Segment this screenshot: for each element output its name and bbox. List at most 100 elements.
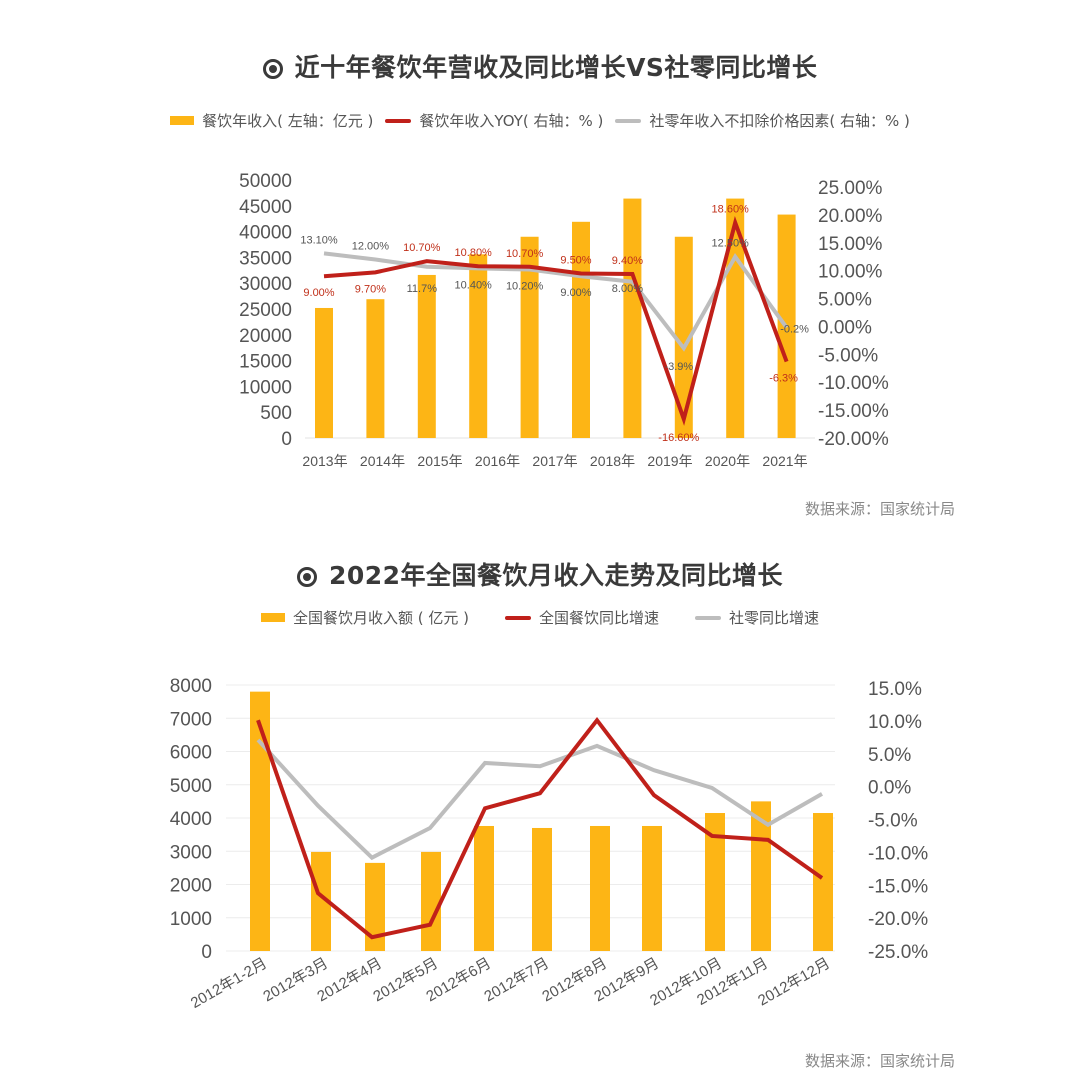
svg-text:2015年: 2015年 — [417, 453, 462, 469]
svg-text:2017年: 2017年 — [532, 453, 577, 469]
svg-text:12.00%: 12.00% — [352, 241, 390, 253]
legend-item: 社零年收入不扣除价格因素( 右轴：% ) — [615, 110, 910, 131]
svg-text:18.60%: 18.60% — [712, 204, 750, 216]
chart1-title-text: 近十年餐饮年营收及同比增长VS社零同比增长 — [294, 53, 818, 82]
svg-text:11.7%: 11.7% — [407, 283, 438, 295]
legend-label: 全国餐饮同比增速 — [538, 609, 659, 627]
svg-text:12.50%: 12.50% — [712, 238, 750, 250]
svg-text:-5.0%: -5.0% — [868, 811, 918, 832]
svg-text:2012年7月: 2012年7月 — [481, 955, 552, 1006]
svg-text:8000: 8000 — [170, 676, 212, 697]
svg-text:10.40%: 10.40% — [455, 279, 493, 291]
legend-line-swatch — [615, 118, 642, 123]
svg-text:2013年: 2013年 — [302, 453, 347, 469]
svg-text:-6.3%: -6.3% — [769, 373, 798, 385]
chart1-legend: 餐饮年收入( 左轴：亿元 ) 餐饮年收入YOY( 右轴：% ) 社零年收入不扣除价格… — [0, 110, 1080, 131]
svg-text:10000: 10000 — [239, 377, 292, 398]
svg-text:-10.0%: -10.0% — [868, 843, 928, 864]
svg-text:10.20%: 10.20% — [506, 281, 544, 293]
svg-text:0.0%: 0.0% — [868, 778, 911, 799]
legend-label: 餐饮年收入( 左轴：亿元 ) — [202, 112, 374, 130]
svg-text:25.00%: 25.00% — [818, 178, 883, 199]
legend-line-swatch — [695, 615, 721, 620]
svg-text:9.00%: 9.00% — [560, 287, 591, 299]
svg-text:1000: 1000 — [170, 909, 212, 930]
svg-text:9.40%: 9.40% — [612, 255, 643, 267]
svg-text:8.00%: 8.00% — [612, 283, 643, 295]
legend-item: 餐饮年收入( 左轴：亿元 ) — [170, 110, 373, 131]
svg-text:-15.0%: -15.0% — [868, 876, 928, 897]
svg-text:6000: 6000 — [170, 743, 212, 764]
legend-label: 社零年收入不扣除价格因素( 右轴：% ) — [649, 112, 910, 130]
svg-text:5.00%: 5.00% — [818, 290, 872, 311]
target-bullet-icon — [262, 59, 283, 79]
svg-text:7000: 7000 — [170, 709, 212, 730]
legend-item: 社零同比增速 — [695, 607, 819, 628]
svg-text:-20.00%: -20.00% — [818, 429, 889, 450]
svg-text:20000: 20000 — [239, 326, 292, 347]
svg-text:10.00%: 10.00% — [818, 262, 883, 283]
svg-text:4000: 4000 — [170, 809, 212, 830]
legend-bar-swatch — [260, 613, 285, 622]
svg-text:9.50%: 9.50% — [560, 254, 591, 266]
svg-text:-20.0%: -20.0% — [868, 909, 928, 930]
svg-text:10.70%: 10.70% — [506, 248, 544, 260]
svg-text:2012年1-2月: 2012年1-2月 — [188, 955, 270, 1012]
svg-text:-10.00%: -10.00% — [818, 373, 889, 394]
svg-text:40000: 40000 — [239, 223, 292, 244]
legend-bar-swatch — [170, 116, 195, 125]
svg-text:-25.0%: -25.0% — [868, 942, 928, 963]
chart1-plot: 50000 45000 40000 35000 30000 25000 20000 15000… — [239, 171, 889, 469]
svg-text:-15.00%: -15.00% — [818, 401, 889, 422]
svg-text:5000: 5000 — [170, 776, 212, 797]
svg-text:-5.00%: -5.00% — [818, 345, 878, 366]
svg-text:2020年: 2020年 — [705, 453, 750, 469]
svg-text:2014年: 2014年 — [360, 453, 405, 469]
legend-item: 全国餐饮同比增速 — [504, 607, 659, 628]
svg-text:15.00%: 15.00% — [818, 234, 883, 255]
chart2-plot: 8000 7000 6000 5000 4000 3000 2000 1000 0 15.0% 10… — [170, 676, 929, 1012]
svg-text:45000: 45000 — [239, 197, 292, 218]
svg-text:10.70%: 10.70% — [403, 242, 441, 254]
svg-text:-0.2%: -0.2% — [780, 324, 809, 336]
legend-label: 餐饮年收入YOY( 右轴：% ) — [419, 112, 604, 130]
svg-text:9.70%: 9.70% — [355, 283, 386, 295]
svg-text:-3.9%: -3.9% — [664, 361, 693, 373]
svg-text:15.0%: 15.0% — [868, 679, 922, 700]
svg-text:2016年: 2016年 — [475, 453, 520, 469]
chart2-source: 数据来源：国家统计局 — [805, 1052, 956, 1070]
svg-text:0.00%: 0.00% — [818, 317, 872, 338]
svg-text:15000: 15000 — [239, 352, 292, 373]
svg-text:10.80%: 10.80% — [455, 247, 493, 259]
svg-text:2019年: 2019年 — [647, 453, 692, 469]
svg-text:35000: 35000 — [239, 248, 292, 269]
svg-text:25000: 25000 — [239, 300, 292, 321]
legend-label: 全国餐饮月收入额 ( 亿元 ) — [292, 609, 469, 627]
svg-text:13.10%: 13.10% — [300, 234, 338, 246]
svg-text:2000: 2000 — [170, 876, 212, 897]
chart1-source: 数据来源：国家统计局 — [805, 500, 956, 518]
chart2-title-text: 2022年全国餐饮月收入走势及同比增长 — [328, 561, 784, 590]
svg-text:-16.60%: -16.60% — [658, 432, 699, 444]
svg-text:2018年: 2018年 — [590, 453, 635, 469]
svg-text:0: 0 — [281, 429, 292, 450]
chart2-title: 2022年全国餐饮月收入走势及同比增长 — [0, 556, 1080, 592]
svg-text:5.0%: 5.0% — [868, 745, 911, 766]
legend-line-swatch — [504, 615, 531, 620]
chart2-legend: 全国餐饮月收入额 ( 亿元 ) 全国餐饮同比增速 社零同比增速 — [0, 607, 1080, 628]
svg-text:500: 500 — [260, 403, 292, 424]
svg-text:10.0%: 10.0% — [868, 712, 922, 733]
legend-label: 社零同比增速 — [729, 609, 820, 627]
svg-text:30000: 30000 — [239, 274, 292, 295]
svg-text:0: 0 — [201, 942, 212, 963]
svg-text:50000: 50000 — [239, 171, 292, 192]
svg-text:9.00%: 9.00% — [303, 287, 334, 299]
svg-text:3000: 3000 — [170, 842, 212, 863]
legend-item: 餐饮年收入YOY( 右轴：% ) — [385, 110, 603, 131]
svg-text:2021年: 2021年 — [762, 453, 807, 469]
svg-text:20.00%: 20.00% — [818, 206, 883, 227]
legend-line-swatch — [385, 118, 412, 123]
target-bullet-icon — [296, 567, 317, 587]
chart1-title: 近十年餐饮年营收及同比增长VS社零同比增长 — [0, 48, 1080, 84]
legend-item: 全国餐饮月收入额 ( 亿元 ) — [260, 607, 469, 628]
